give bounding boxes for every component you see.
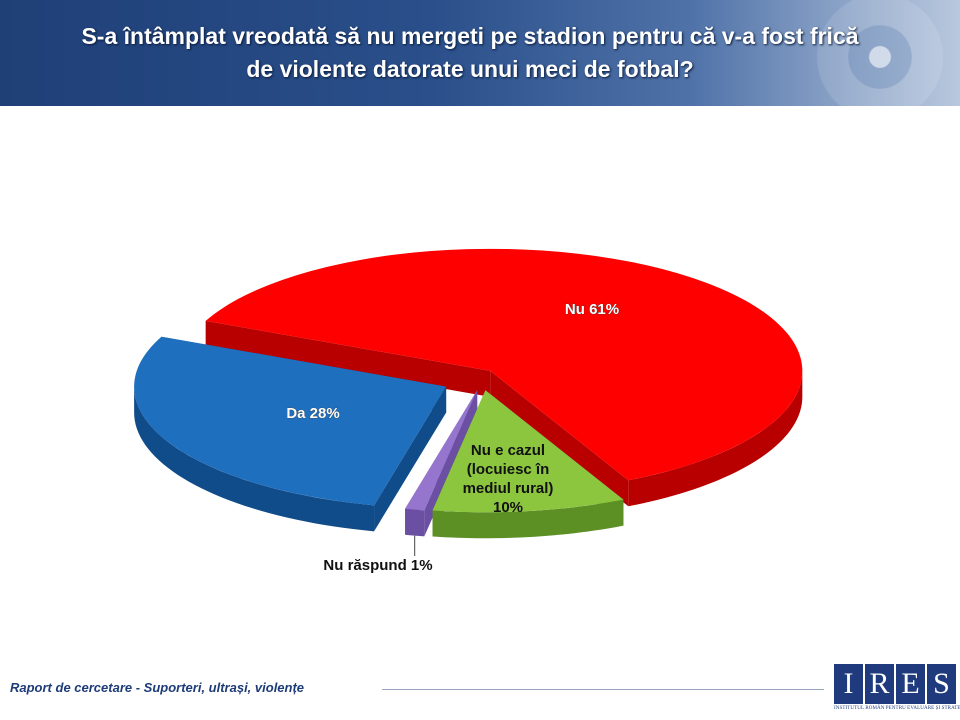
pie-slice-wall (374, 386, 447, 532)
logo-letters: I R E S (834, 664, 958, 704)
pie-slice-edge (628, 370, 803, 507)
pie-slice-wall (205, 320, 491, 397)
pie-slice-edge (432, 499, 624, 539)
pie-slice-wall (490, 370, 629, 507)
logo-letter: S (927, 664, 956, 704)
report-footer-text: Raport de cercetare - Suporteri, ultrași… (10, 680, 305, 695)
logo-letter: E (896, 664, 925, 704)
logo-subtitle: INSTITUTUL ROMÂN PENTRU EVALUARE ȘI STRA… (834, 706, 960, 711)
title-line-2: de violente datorate unui meci de fotbal… (246, 56, 694, 82)
slice-label: 10% (493, 499, 523, 516)
slice-label: mediul rural) (463, 480, 554, 497)
pie-tops (134, 248, 803, 513)
pie-slice-edge (405, 508, 425, 537)
pie-slice-edge (134, 386, 375, 532)
slice-label: Nu e cazul (471, 442, 545, 459)
pie-slice (432, 390, 624, 513)
header-banner: S-a întâmplat vreodată să nu mergeti pe … (0, 0, 960, 106)
footer-divider (382, 689, 824, 690)
title-line-1: S-a întâmplat vreodată să nu mergeti pe … (81, 23, 859, 49)
slice-label: Da 28% (286, 405, 339, 422)
page-title: S-a întâmplat vreodată să nu mergeti pe … (0, 20, 940, 86)
pie-slice (134, 336, 447, 506)
logo-letter: I (834, 664, 863, 704)
pie-labels: Nu 61% Nu e cazul (locuiesc în mediul rural… (286, 301, 619, 574)
pie-slice (405, 390, 478, 511)
slice-label: Nu răspund 1% (323, 557, 432, 574)
slice-label: (locuiesc în (467, 461, 550, 478)
slice-label: Nu 61% (565, 301, 619, 318)
logo-letter: R (865, 664, 894, 704)
pie-slice (205, 248, 803, 481)
camera-lens-decoration (810, 0, 950, 106)
ires-logo: I R E S INSTITUTUL ROMÂN PENTRU EVALUARE… (834, 664, 960, 718)
